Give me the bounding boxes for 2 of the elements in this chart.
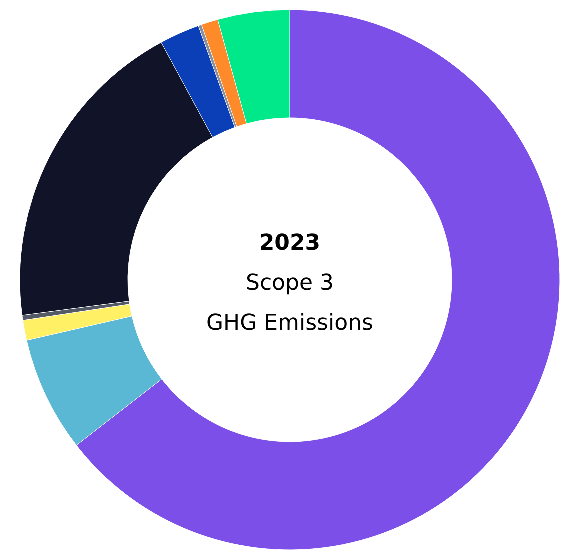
text: 2023 xyxy=(259,231,321,256)
text: Scope 3 GHG Emissions xyxy=(206,271,374,336)
